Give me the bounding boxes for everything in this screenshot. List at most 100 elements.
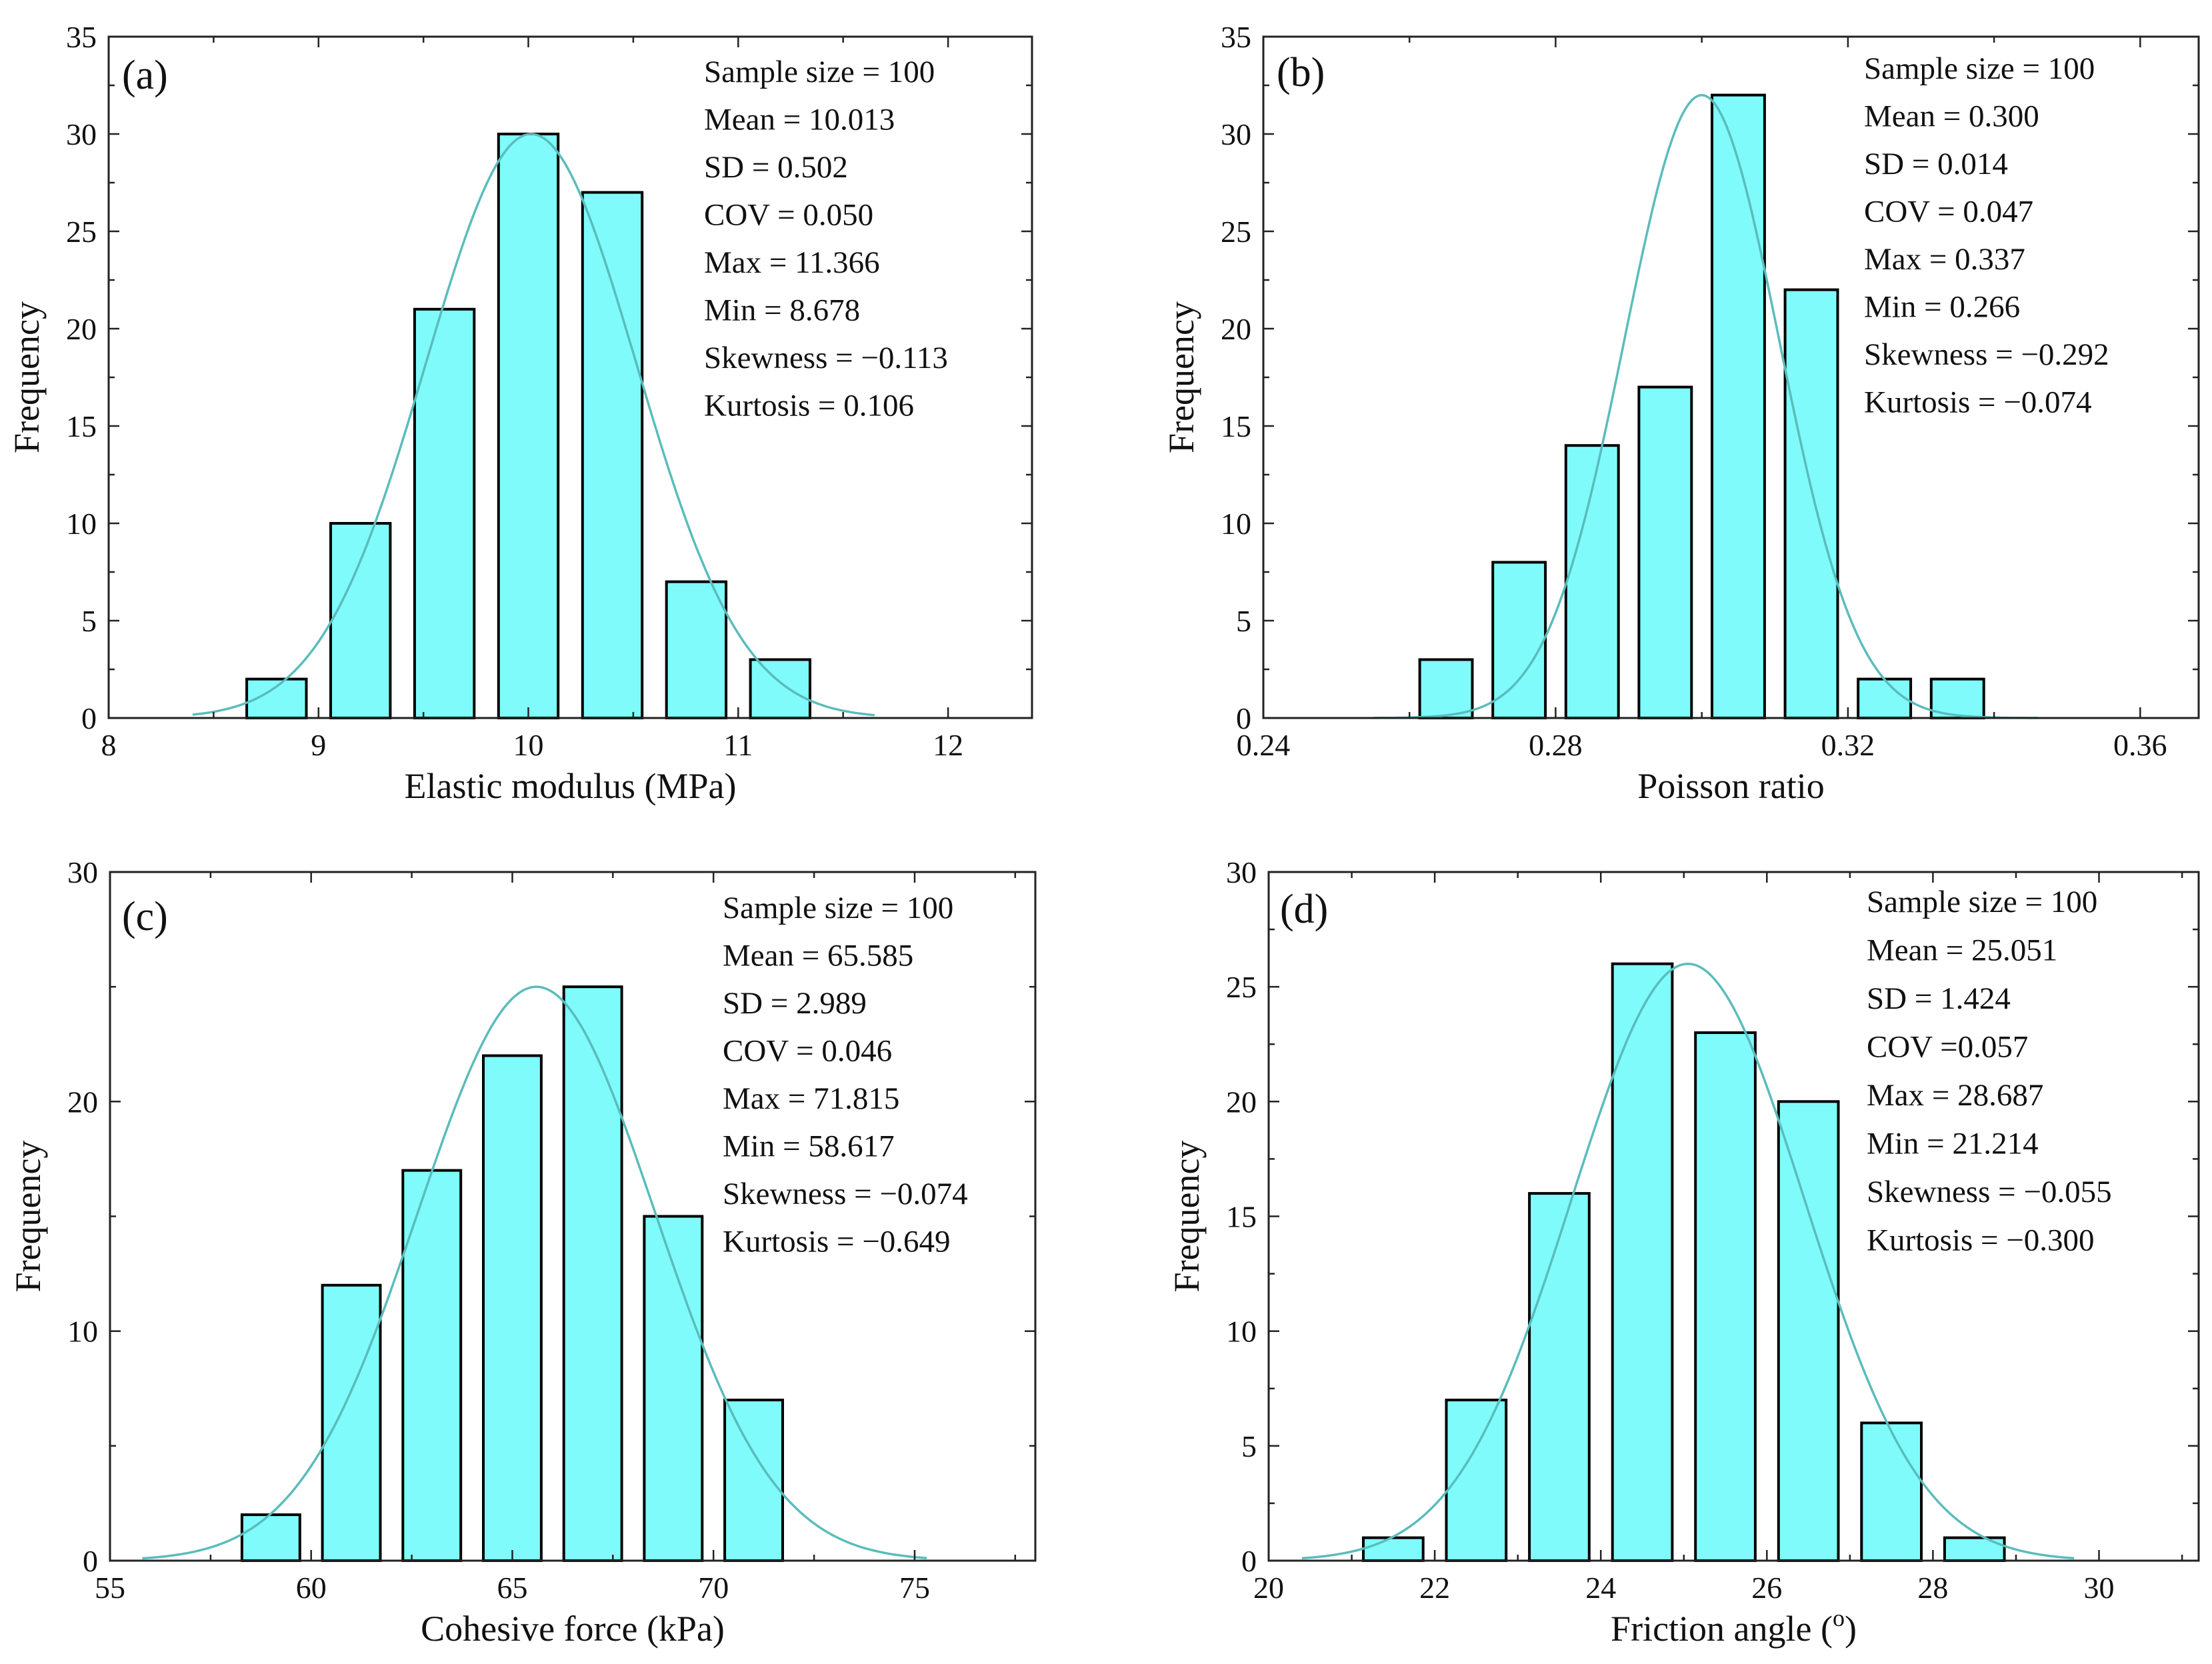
stats-line: Skewness = −0.074: [723, 1177, 968, 1211]
panel-c: 55 60 65 70 75 0 10 20 30 Cohesive force (kPa) Fre…: [8, 855, 1037, 1649]
stats-line: Sample size = 100: [704, 55, 935, 89]
stats-line: SD = 2.989: [723, 986, 867, 1021]
stats-line: Skewness = −0.113: [704, 341, 948, 375]
y-tick-label: 20: [1221, 312, 1251, 346]
panel-label: (d): [1280, 887, 1328, 932]
histogram-bar: [1491, 561, 1547, 720]
x-axis-label: Elastic modulus (MPa): [405, 766, 737, 806]
histogram-bar: [1637, 385, 1693, 719]
x-tick-label: 12: [933, 728, 963, 762]
histogram-bar: [1777, 1100, 1840, 1563]
histogram-bar: [321, 1283, 382, 1563]
stats-line: Sample size = 100: [1864, 51, 2095, 86]
y-tick-label: 10: [1226, 1315, 1257, 1349]
y-tick-label: 35: [1221, 20, 1251, 54]
x-tick-label: 60: [296, 1571, 327, 1605]
histogram-bar: [643, 1215, 704, 1562]
y-tick-label: 15: [1221, 409, 1251, 443]
normal-fit-curve: [1301, 962, 2075, 1560]
panel-d: 20 22 24 26 28 30 0 5 10 15 20 25 30 Friction angle (…: [1167, 855, 2200, 1649]
histogram-bar: [482, 1054, 543, 1562]
stats-line: Mean = 25.051: [1867, 933, 2057, 968]
histogram-bar: [1694, 1031, 1757, 1562]
x-tick-label: 28: [1917, 1571, 1948, 1605]
histogram-bar: [329, 522, 392, 719]
x-tick-label: 10: [513, 728, 544, 762]
y-axis-label: Frequency: [1161, 301, 1201, 453]
x-tick-label: 26: [1751, 1571, 1782, 1605]
y-tick-label: 10: [1221, 507, 1251, 541]
stats-line: Min = 58.617: [723, 1129, 895, 1164]
histogram-bar: [562, 985, 623, 1562]
x-axis-label-suffix: ): [1845, 1609, 1857, 1649]
stats-line: Kurtosis = 0.106: [704, 389, 914, 423]
x-tick-label: 8: [101, 728, 117, 762]
stats-line: Min = 21.214: [1867, 1127, 2039, 1161]
x-tick-label: 75: [899, 1571, 930, 1605]
y-tick-label: 20: [1226, 1085, 1257, 1119]
x-tick-label: 22: [1419, 1571, 1450, 1605]
stats-line: Mean = 65.585: [723, 939, 913, 973]
histogram-bar: [1528, 1192, 1591, 1562]
histogram-bar: [665, 580, 728, 719]
stats-line: Min = 0.266: [1864, 290, 2020, 325]
normal-fit-curve: [142, 985, 927, 1560]
normal-fit-curve: [192, 133, 875, 717]
y-axis-label: Frequency: [7, 301, 47, 453]
y-tick-label: 15: [66, 409, 97, 443]
panel-label: (b): [1277, 50, 1325, 95]
x-tick-label: 11: [723, 728, 753, 762]
histogram-bar: [723, 1399, 784, 1562]
x-axis-label: Cohesive force (kPa): [421, 1609, 725, 1649]
y-tick-label: 10: [67, 1315, 98, 1349]
stats-line: Skewness = −0.292: [1864, 337, 2109, 372]
stats-line: Mean = 10.013: [704, 103, 895, 137]
y-tick-label: 5: [1236, 604, 1251, 638]
y-tick-label: 30: [66, 117, 97, 151]
x-tick-label: 70: [698, 1571, 729, 1605]
y-tick-label: 15: [1226, 1200, 1257, 1234]
histogram-bar: [1860, 1421, 1923, 1562]
x-tick-label: 65: [497, 1571, 528, 1605]
panel-b: 0.24 0.28 0.32 0.36 0 5 10 15 20 25 30 35 Poisson ra…: [1161, 20, 2200, 806]
x-axis-label: Friction angle (o): [1611, 1605, 1857, 1649]
normal-fit-curve: [1373, 93, 2038, 719]
y-tick-label: 20: [66, 312, 97, 346]
stats-line: COV = 0.047: [1864, 195, 2033, 229]
x-tick-label: 0.28: [1529, 728, 1583, 762]
x-axis-label-text: Friction angle (: [1611, 1609, 1833, 1649]
histogram-bar: [240, 1513, 301, 1563]
histogram-bar: [497, 133, 560, 719]
y-tick-label: 25: [1221, 215, 1251, 249]
degree-superscript: o: [1833, 1605, 1845, 1631]
x-axis-label-text: Poisson ratio: [1637, 766, 1825, 806]
stats-line: COV = 0.046: [723, 1034, 892, 1069]
y-tick-label: 0: [1241, 1544, 1257, 1578]
x-tick-label: 24: [1585, 1571, 1616, 1605]
stats-line: SD = 0.502: [704, 150, 848, 185]
y-tick-label: 20: [67, 1085, 98, 1119]
x-axis-label-text: Elastic modulus (MPa): [405, 766, 737, 806]
y-tick-label: 30: [67, 855, 98, 889]
stats-line: Max = 0.337: [1864, 242, 2025, 277]
histogram-bar: [413, 307, 476, 719]
x-tick-label: 55: [95, 1571, 125, 1605]
stats-line: COV = 0.050: [704, 198, 873, 233]
x-tick-label: 0.32: [1821, 728, 1875, 762]
stats-line: SD = 0.014: [1864, 147, 2008, 181]
plot-frame: [107, 35, 1033, 719]
y-tick-label: 25: [1226, 970, 1257, 1004]
y-tick-label: 0: [81, 701, 97, 735]
histogram-bar: [1943, 1536, 2006, 1563]
histogram-bar: [1711, 93, 1766, 720]
stats-line: Sample size = 100: [1867, 885, 2097, 919]
x-axis-label: Poisson ratio: [1637, 766, 1825, 806]
stats-line: SD = 1.424: [1867, 981, 2011, 1016]
x-axis-label-text: Cohesive force (kPa): [421, 1609, 725, 1649]
y-tick-label: 30: [1221, 117, 1251, 151]
histogram-bar: [749, 658, 811, 720]
stats-line: Kurtosis = −0.300: [1867, 1223, 2095, 1258]
y-axis-label: Frequency: [8, 1141, 48, 1293]
panel-label: (c): [122, 894, 168, 939]
histogram-bar: [581, 191, 644, 720]
